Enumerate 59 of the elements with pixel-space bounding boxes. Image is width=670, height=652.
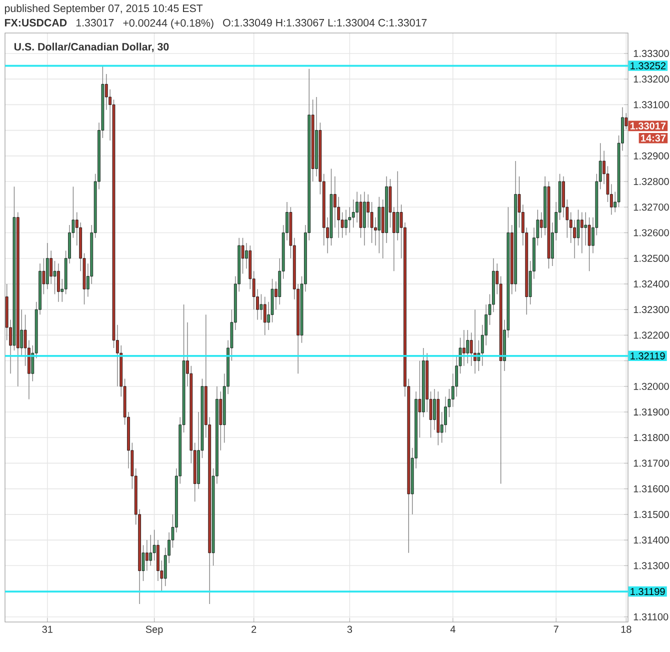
- text: published September 07, 2015 10:45 EST: [4, 4, 203, 14]
- y-tick-label: 1.32900: [634, 152, 669, 160]
- candlestick: [57, 263, 60, 302]
- y-tick-label: 1.31400: [634, 536, 669, 544]
- y-tick-label: 1.33300: [634, 50, 669, 58]
- candlestick: [348, 206, 352, 234]
- candlestick: [466, 330, 470, 364]
- text: 1.33017: [76, 18, 114, 26]
- y-tick-label: 1.31500: [634, 510, 669, 518]
- ref-line-label: 1.31199: [630, 588, 665, 596]
- candlestick: [580, 212, 584, 254]
- x-tick-label: 2: [252, 626, 256, 633]
- text: 14:37: [641, 134, 666, 142]
- y-tick-label: 1.31900: [634, 408, 669, 416]
- y-tick-label: 1.31800: [634, 434, 669, 442]
- candlestick: [396, 170, 400, 241]
- y-tick-label: 1.32700: [634, 204, 669, 211]
- y-tick-label: 1.32600: [634, 229, 669, 236]
- x-tick-label: 31: [42, 626, 52, 633]
- candlestick: [260, 294, 263, 320]
- y-tick-label: 1.32500: [634, 254, 669, 262]
- y-tick-label: 1.32300: [634, 306, 669, 314]
- candlestick: [433, 388, 436, 430]
- candlestick: [50, 250, 52, 284]
- candlestick: [53, 260, 56, 295]
- y-tick-label: 1.32200: [634, 332, 669, 339]
- y-tick-label: 1.32800: [634, 178, 669, 186]
- candlestick: [444, 396, 447, 433]
- x-tick-label: 7: [554, 626, 558, 633]
- candlestick: [573, 220, 576, 259]
- candlestick: [146, 540, 148, 572]
- candlestick: [584, 212, 588, 246]
- text: +0.00244 (+0.18%): [123, 18, 214, 29]
- candlestick: [149, 534, 152, 566]
- candlestick: [263, 296, 266, 336]
- candlestick: [344, 209, 348, 236]
- x-tick-label: 18: [621, 626, 632, 633]
- candlestick: [462, 330, 466, 366]
- y-tick-label: 1.31100: [634, 613, 668, 620]
- ref-line-label: 1.33252: [630, 62, 666, 70]
- y-tick-label: 1.31700: [634, 460, 669, 467]
- x-tick-label: 4: [450, 626, 456, 633]
- y-tick-label: 1.31600: [634, 485, 669, 492]
- text: U.S. Dollar/Canadian Dollar, 30: [14, 42, 169, 52]
- candlestick: [588, 217, 591, 272]
- text: O:1.33049 H:1.33067 L:1.33004 C:1.33017: [223, 18, 427, 26]
- candlestick: [366, 194, 370, 228]
- candlestick: [378, 196, 381, 254]
- y-tick-label: 1.33200: [634, 76, 669, 83]
- text: 1.33017: [630, 122, 666, 130]
- y-tick-label: 1.33100: [634, 101, 669, 108]
- x-tick-label: 3: [347, 626, 352, 633]
- y-tick-label: 1.32000: [634, 382, 669, 390]
- y-tick-label: 1.32400: [634, 280, 669, 288]
- ref-line-label: 1.32119: [630, 352, 665, 360]
- candlestick: [370, 202, 374, 244]
- chart-title: FX:USDCAD: [4, 18, 67, 26]
- y-tick-label: 1.31300: [634, 562, 669, 570]
- x-tick-label: Sep: [146, 626, 163, 635]
